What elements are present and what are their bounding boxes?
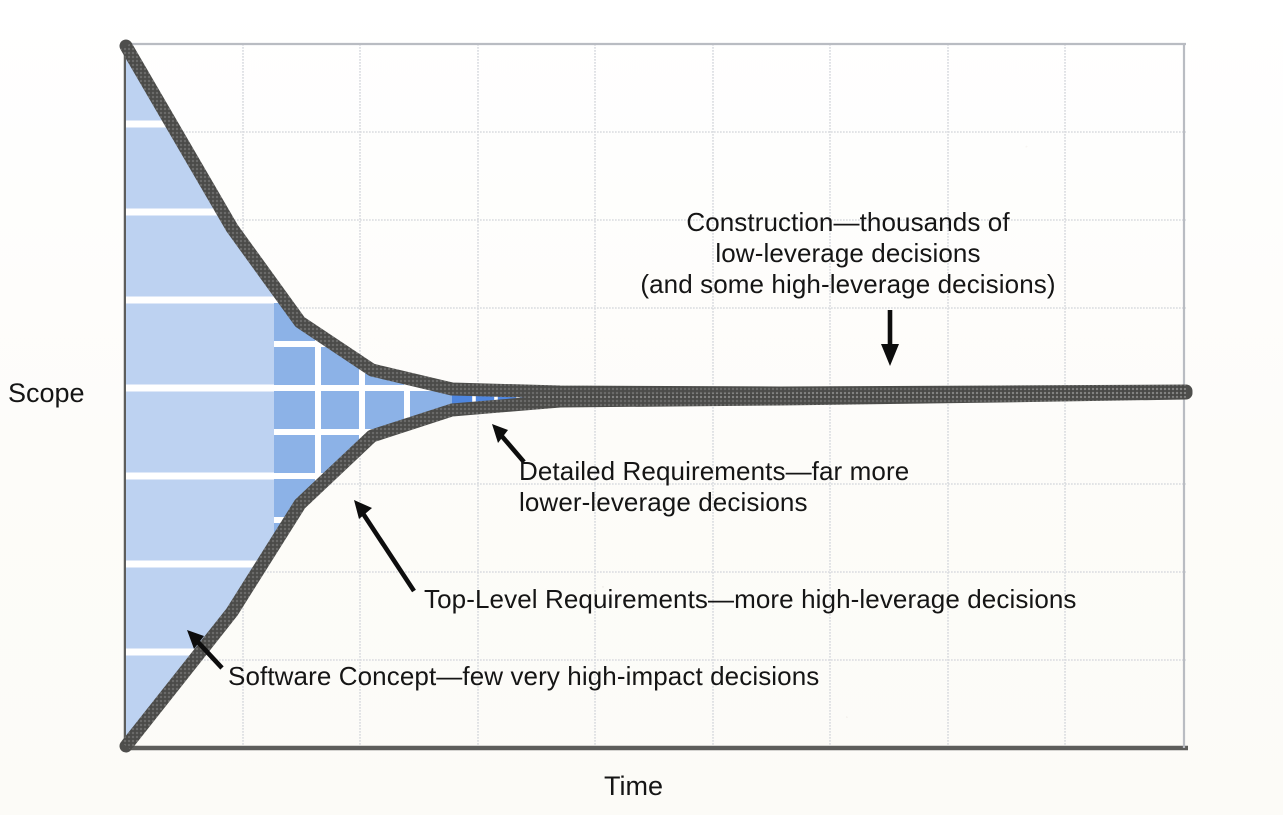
annotation-arrows (187, 310, 899, 670)
arrow-detailed-requirements (492, 424, 526, 464)
annotation-construction-line3: (and some high-leverage decisions) (640, 269, 1056, 299)
annotation-detailed-requirements: Detailed Requirements—far more lower-lev… (519, 456, 909, 518)
annotation-software-concept-line1: Software Concept—few very high-impact de… (228, 661, 820, 691)
x-axis-label: Time (604, 771, 663, 801)
arrow-construction (881, 310, 899, 366)
funnel-outline (119, 39, 1193, 753)
annotation-construction-line1: Construction—thousands of (686, 207, 1010, 237)
annotation-top-level-requirements-line1: Top-Level Requirements—more high-leverag… (424, 584, 1077, 614)
annotation-construction: Construction—thousands of low-leverage d… (603, 207, 1093, 300)
arrow-top-level-requirements (354, 500, 416, 593)
arrow-software-concept (187, 630, 224, 670)
y-axis-label: Scope (8, 378, 85, 408)
annotation-top-level-requirements: Top-Level Requirements—more high-leverag… (424, 584, 1077, 615)
annotation-software-concept: Software Concept—few very high-impact de… (228, 661, 819, 692)
annotation-construction-line2: low-leverage decisions (715, 238, 981, 268)
annotation-detailed-requirements-line2: lower-leverage decisions (519, 487, 808, 517)
annotation-detailed-requirements-line1: Detailed Requirements—far more (519, 456, 910, 486)
